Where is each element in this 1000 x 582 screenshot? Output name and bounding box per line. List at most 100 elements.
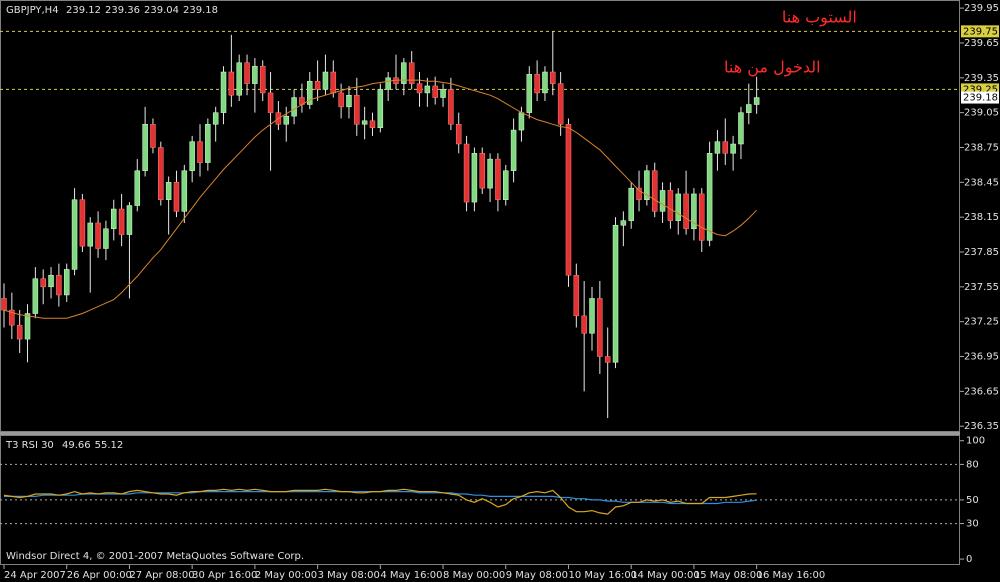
candle-body bbox=[408, 62, 415, 84]
candle-body bbox=[79, 199, 86, 247]
indicator-value: 49.66 bbox=[62, 440, 91, 451]
candle-body bbox=[150, 124, 156, 148]
candle-body bbox=[550, 71, 556, 84]
candle-body bbox=[118, 208, 125, 235]
candle-body bbox=[510, 129, 517, 171]
candle-body bbox=[589, 298, 595, 334]
level-label: 239.75 bbox=[963, 26, 998, 37]
candle-body bbox=[126, 205, 133, 235]
candle-body bbox=[48, 274, 54, 288]
candle-body bbox=[699, 193, 705, 241]
indicator-readout: 49.66 55.12 bbox=[62, 440, 123, 451]
current-price: 239.18 bbox=[963, 93, 998, 104]
y-tick-label: 0 bbox=[966, 554, 972, 565]
candle-body bbox=[401, 62, 407, 84]
candle-body bbox=[142, 124, 148, 171]
annotation: الدخول من هنا bbox=[724, 58, 821, 78]
ohlc-value: 239.12 bbox=[66, 5, 101, 16]
y-tick-label: 30 bbox=[966, 519, 979, 530]
candle-body bbox=[103, 228, 109, 249]
candle-body bbox=[581, 315, 587, 334]
x-tick-label: 16 May 16:00 bbox=[757, 570, 826, 581]
candle-body bbox=[440, 89, 446, 98]
x-tick-label: 24 Apr 2007 bbox=[4, 570, 66, 581]
candle-body bbox=[738, 112, 744, 145]
candle-body bbox=[753, 97, 760, 105]
candle-body bbox=[675, 193, 681, 221]
candle-body bbox=[322, 71, 329, 90]
indicator-value: 55.12 bbox=[95, 440, 124, 451]
candle-body bbox=[597, 298, 603, 357]
y-tick-label: 237.55 bbox=[964, 282, 999, 293]
candle-body bbox=[706, 153, 713, 241]
candle-body bbox=[228, 71, 235, 96]
candle-body bbox=[722, 141, 729, 154]
candle-body bbox=[746, 104, 752, 113]
y-tick-label: 239.65 bbox=[964, 38, 999, 49]
candle-body bbox=[314, 81, 321, 90]
candle-body bbox=[573, 274, 580, 317]
y-tick-label: 236.35 bbox=[964, 421, 999, 432]
candle-body bbox=[479, 153, 485, 189]
x-tick-label: 10 May 16:00 bbox=[568, 570, 637, 581]
candle-body bbox=[330, 71, 337, 94]
y-tick-label: 239.35 bbox=[964, 73, 999, 84]
candle-body bbox=[56, 274, 62, 296]
candle-body bbox=[471, 153, 478, 203]
x-tick-label: 30 Apr 16:00 bbox=[192, 570, 257, 581]
moving-average bbox=[3, 79, 757, 319]
candle-body bbox=[197, 141, 203, 163]
candle-body bbox=[158, 147, 164, 200]
candle-body bbox=[24, 313, 31, 340]
y-tick-label: 50 bbox=[966, 495, 979, 506]
x-tick-label: 2 May 00:00 bbox=[255, 570, 317, 581]
footer: Windsor Direct 4, © 2001-2007 MetaQuotes… bbox=[6, 551, 304, 562]
y-tick-label: 239.95 bbox=[964, 3, 999, 14]
candle-body bbox=[651, 170, 658, 212]
x-tick-label: 27 Apr 08:00 bbox=[129, 570, 194, 581]
y-tick-label: 238.45 bbox=[964, 177, 999, 188]
candle-body bbox=[659, 190, 666, 212]
candle-body bbox=[32, 278, 39, 314]
candle-body bbox=[714, 141, 721, 154]
y-tick-label: 237.85 bbox=[964, 247, 999, 258]
candle-body bbox=[730, 143, 736, 154]
candle-body bbox=[354, 94, 360, 125]
candle-body bbox=[612, 225, 619, 363]
candle-body bbox=[165, 182, 172, 200]
candle-body bbox=[463, 143, 470, 203]
candle-body bbox=[628, 187, 634, 221]
candle-body bbox=[369, 120, 376, 128]
candle-body bbox=[636, 187, 642, 200]
panel-separator bbox=[0, 432, 960, 435]
x-tick-label: 26 Apr 00:00 bbox=[67, 570, 132, 581]
candle-body bbox=[691, 193, 697, 230]
candle-body bbox=[307, 81, 313, 105]
candle-body bbox=[667, 190, 674, 221]
candle-body bbox=[111, 208, 117, 230]
candle-body bbox=[205, 124, 211, 163]
y-tick-label: 239.05 bbox=[964, 108, 999, 119]
candle-body bbox=[495, 158, 501, 200]
ohlc-value: 239.18 bbox=[183, 5, 218, 16]
x-tick-label: 8 May 00:00 bbox=[443, 570, 505, 581]
y-tick-label: 237.25 bbox=[964, 317, 999, 328]
candle-body bbox=[252, 65, 258, 84]
candle-body bbox=[181, 170, 188, 212]
indicator-title: T3 RSI 30 bbox=[5, 440, 54, 451]
candle-body bbox=[189, 141, 195, 171]
candle-body bbox=[432, 85, 438, 98]
candle-body bbox=[604, 356, 611, 363]
y-tick-label: 238.75 bbox=[964, 142, 999, 153]
candle-body bbox=[134, 170, 141, 206]
candle-body bbox=[377, 89, 384, 128]
candle-body bbox=[291, 97, 297, 117]
x-tick-label: 9 May 08:00 bbox=[506, 570, 568, 581]
candle-body bbox=[259, 65, 266, 94]
candle-body bbox=[448, 89, 454, 125]
candle-body bbox=[487, 158, 493, 189]
candle-body bbox=[542, 71, 548, 94]
ohlc-value: 239.36 bbox=[105, 5, 140, 16]
candle-body bbox=[63, 269, 70, 296]
